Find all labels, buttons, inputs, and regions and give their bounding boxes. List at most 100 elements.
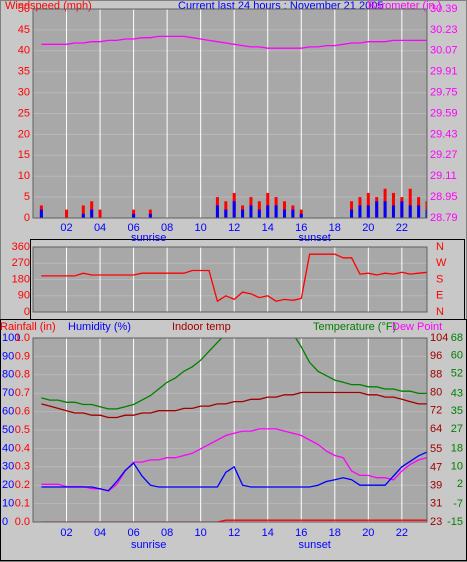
annotation: sunset bbox=[298, 232, 330, 244]
y-tick-label: 0.0 bbox=[15, 516, 30, 528]
bar bbox=[425, 209, 427, 218]
y-tick-label: 0 bbox=[24, 212, 30, 224]
y-tick-label: -15 bbox=[447, 516, 463, 528]
y-tick-label: 40 bbox=[18, 45, 30, 57]
y-tick-label: 52 bbox=[451, 367, 463, 379]
bar bbox=[350, 209, 354, 218]
y-tick-label: 5 bbox=[24, 191, 30, 203]
y-tick-label: 29.43 bbox=[430, 128, 458, 140]
y-tick-label: 10 bbox=[18, 170, 30, 182]
line bbox=[41, 338, 427, 410]
y-tick-label: 10 bbox=[451, 460, 463, 472]
x-tick-label: 14 bbox=[262, 222, 274, 234]
y-tick-label: -7 bbox=[453, 498, 463, 510]
annotation: sunrise bbox=[131, 539, 166, 551]
x-tick-label: 04 bbox=[94, 222, 106, 234]
bar bbox=[132, 213, 136, 218]
y-tick-label: 70 bbox=[2, 387, 14, 399]
plot-border bbox=[32, 337, 428, 523]
y-tick-label: 0.6 bbox=[15, 406, 30, 418]
y-tick-label: 20 bbox=[2, 479, 14, 491]
x-tick-label: 20 bbox=[362, 222, 374, 234]
y-tick-label: 15 bbox=[18, 149, 30, 161]
bar bbox=[266, 205, 270, 218]
series-group bbox=[41, 253, 427, 303]
y-tick-label: 27 bbox=[451, 423, 463, 435]
x-tick-label: 06 bbox=[127, 222, 139, 234]
bar bbox=[81, 213, 85, 218]
axis-label: Humidity (%) bbox=[68, 321, 131, 333]
y-tick-label: 30 bbox=[2, 461, 14, 473]
bar bbox=[417, 205, 421, 218]
bar bbox=[81, 205, 85, 218]
bar bbox=[39, 209, 43, 218]
axis-label: Windspeed (mph) bbox=[5, 0, 92, 12]
y-tick-label: 40 bbox=[2, 442, 14, 454]
y-tick-label: 30.23 bbox=[430, 24, 458, 36]
y-tick-label: 60 bbox=[451, 350, 463, 362]
x-tick-label: 02 bbox=[60, 527, 72, 539]
y-tick-label: 29.59 bbox=[430, 107, 458, 119]
y-tick-label: W bbox=[436, 257, 447, 269]
bar bbox=[266, 192, 270, 218]
y-tick-label: 90 bbox=[18, 290, 30, 302]
bar bbox=[383, 201, 387, 218]
x-tick-label: 10 bbox=[195, 527, 207, 539]
x-tick-label: 02 bbox=[60, 222, 72, 234]
chart-title: Current last 24 hours : November 21 2005 bbox=[178, 0, 383, 12]
bar bbox=[224, 209, 228, 218]
x-tick-label: 06 bbox=[127, 527, 139, 539]
axis-label: Barometer (in.) bbox=[368, 0, 441, 12]
y-tick-label: 39 bbox=[430, 480, 442, 492]
y-tick-label: 43 bbox=[451, 387, 463, 399]
y-tick-label: 50 bbox=[2, 424, 14, 436]
y-tick-label: N bbox=[436, 306, 444, 318]
axis-label: Rainfall (in) bbox=[0, 321, 56, 333]
y-tick-label: 23 bbox=[430, 516, 442, 528]
y-tick-label: 0.3 bbox=[15, 461, 30, 473]
y-tick-label: 100 bbox=[2, 332, 20, 344]
bar bbox=[98, 209, 102, 218]
y-tick-label: 72 bbox=[430, 405, 442, 417]
y-tick-label: 90 bbox=[2, 350, 14, 362]
bar bbox=[391, 205, 395, 218]
bar bbox=[291, 209, 295, 218]
bar bbox=[232, 201, 236, 218]
y-tick-label: 80 bbox=[2, 369, 14, 381]
y-tick-label: 360 bbox=[12, 241, 30, 253]
bar bbox=[282, 209, 286, 218]
x-tick-label: 04 bbox=[94, 527, 106, 539]
y-tick-label: 0.4 bbox=[15, 442, 30, 454]
y-tick-label: 0.1 bbox=[15, 498, 30, 510]
y-tick-label: 0.7 bbox=[15, 387, 30, 399]
x-tick-label: 08 bbox=[161, 527, 173, 539]
x-tick-label: 12 bbox=[228, 527, 240, 539]
x-tick-label: 08 bbox=[161, 222, 173, 234]
bar bbox=[148, 213, 152, 218]
x-tick-label: 18 bbox=[329, 527, 341, 539]
y-tick-label: 88 bbox=[430, 368, 442, 380]
bar bbox=[249, 205, 253, 218]
y-tick-label: 25 bbox=[18, 107, 30, 119]
y-tick-label: 35 bbox=[451, 405, 463, 417]
x-tick-label: 22 bbox=[396, 222, 408, 234]
bar bbox=[366, 192, 370, 218]
bar bbox=[400, 201, 404, 218]
series-group bbox=[39, 35, 427, 218]
y-tick-label: S bbox=[436, 273, 443, 285]
y-tick-label: 0.8 bbox=[15, 369, 30, 381]
bar bbox=[274, 205, 278, 218]
plot-border bbox=[32, 8, 428, 219]
bar bbox=[257, 209, 261, 218]
y-tick-label: 30.07 bbox=[430, 45, 458, 57]
y-tick-label: 55 bbox=[430, 443, 442, 455]
line bbox=[41, 519, 427, 522]
y-tick-label: 96 bbox=[430, 350, 442, 362]
x-tick-label: 18 bbox=[329, 222, 341, 234]
bar bbox=[408, 205, 412, 218]
y-tick-label: 0.2 bbox=[15, 479, 30, 491]
y-tick-label: 80 bbox=[430, 386, 442, 398]
y-tick-label: 28.79 bbox=[430, 212, 458, 224]
x-tick-label: 12 bbox=[228, 222, 240, 234]
